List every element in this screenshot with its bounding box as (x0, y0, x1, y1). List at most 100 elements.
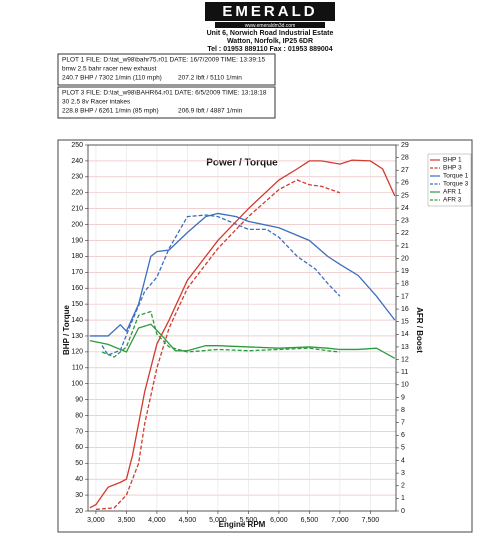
plot-file: PLOT 3 FILE: D:\tat_w98\BAHR64.r01 DATE:… (62, 90, 267, 97)
y2-tick-label: 11 (401, 369, 408, 376)
legend-box (427, 153, 472, 207)
y2-tick-label: 10 (401, 382, 409, 389)
address: Unit 6, Norwich Road Industrial Estate (207, 30, 334, 37)
plot-torque: 206.9 lbft / 4887 1/min (178, 108, 243, 115)
y-tick-label: 60 (75, 444, 83, 451)
logo-box (205, 2, 335, 21)
y2-tick-label: 4 (401, 457, 405, 464)
y2-tick-label: 21 (401, 243, 409, 250)
y-tick-label: 150 (71, 301, 83, 308)
plot-box (57, 53, 276, 86)
y2-tick-label: 13 (401, 344, 409, 351)
y-tick-label: 190 (71, 237, 83, 244)
y2-tick-label: 12 (401, 356, 409, 363)
plot-box (57, 86, 276, 119)
y-tick-label: 210 (71, 205, 83, 212)
y-tick-label: 230 (71, 174, 83, 181)
plot-file: PLOT 1 FILE: D:\tat_w98\bahr75.r01 DATE:… (62, 57, 265, 64)
y2-tick-label: 1 (401, 495, 405, 502)
y2-tick-label: 24 (401, 205, 409, 212)
x-tick-label: 5,000 (209, 517, 227, 524)
series-line (101, 310, 340, 358)
y2-tick-label: 6 (401, 432, 405, 439)
y-tick-label: 80 (75, 412, 83, 419)
x-tick-label: 4,000 (148, 517, 166, 524)
legend-label: AFR 3 (443, 197, 462, 204)
y2-tick-label: 17 (401, 293, 409, 300)
y-axis-label: BHP / Torque (62, 304, 71, 354)
series-line (89, 159, 396, 509)
address: Watton, Norfolk, IP25 6DR (227, 38, 313, 45)
y2-tick-label: 0 (401, 508, 405, 515)
y-tick-label: 180 (71, 253, 83, 260)
y-tick-label: 50 (75, 460, 83, 467)
y2-tick-label: 23 (401, 218, 409, 225)
y2-tick-label: 29 (401, 142, 409, 149)
y2-axis-label: AFR / Boost (415, 307, 424, 353)
x-tick-label: 4,500 (179, 517, 197, 524)
y2-tick-label: 20 (401, 255, 409, 262)
y-tick-label: 90 (75, 396, 83, 403)
y-tick-label: 170 (71, 269, 83, 276)
x-tick-label: 7,000 (331, 517, 349, 524)
y2-tick-label: 3 (401, 470, 405, 477)
y-tick-label: 250 (71, 142, 83, 149)
y2-tick-label: 16 (401, 306, 409, 313)
x-tick-label: 7,500 (362, 517, 380, 524)
y2-tick-label: 15 (401, 319, 409, 326)
y2-tick-label: 8 (401, 407, 405, 414)
plot-description: bmw 2.5 bahr racer new exhaust (62, 66, 156, 73)
y2-tick-label: 27 (401, 167, 409, 174)
series-line (89, 323, 396, 359)
legend-label: Torque 3 (443, 181, 469, 188)
y2-tick-label: 18 (401, 281, 409, 288)
y-tick-label: 20 (75, 508, 83, 515)
y-tick-label: 200 (71, 221, 83, 228)
y-tick-label: 110 (72, 365, 83, 372)
y-tick-label: 30 (75, 492, 83, 499)
legend-label: BHP 3 (443, 165, 462, 172)
x-tick-label: 5,500 (240, 517, 258, 524)
y-tick-label: 240 (71, 158, 83, 165)
series-line (101, 214, 341, 356)
y2-tick-label: 2 (401, 483, 405, 490)
series-line (95, 179, 341, 511)
chart-frame (57, 139, 473, 533)
y-tick-label: 120 (71, 349, 83, 356)
plot-power: 228.8 BHP / 6261 1/min (85 mph) (62, 108, 159, 115)
y-tick-label: 220 (71, 190, 83, 197)
y-tick-label: 130 (71, 333, 83, 340)
plot-torque: 207.2 lbft / 5110 1/min (178, 75, 242, 82)
y2-tick-label: 28 (401, 154, 409, 161)
plot-area (87, 144, 397, 512)
website: www.emeraldm3d.com (245, 23, 296, 29)
plot-power: 240.7 BHP / 7302 1/min (110 mph) (62, 75, 162, 82)
phone: Tel : 01953 889110 Fax : 01953 889004 (207, 46, 332, 53)
legend-label: BHP 1 (443, 157, 462, 164)
y2-tick-label: 26 (401, 180, 409, 187)
x-tick-label: 3,000 (87, 517, 105, 524)
y2-tick-label: 7 (401, 419, 405, 426)
y-tick-label: 140 (71, 317, 83, 324)
y2-tick-label: 5 (401, 445, 405, 452)
plot-description: 30 2.5 8v Racer intakes (62, 99, 131, 106)
chart-title: Power / Torque (206, 158, 278, 169)
y-tick-label: 160 (71, 285, 83, 292)
x-tick-label: 6,000 (270, 517, 288, 524)
y2-tick-label: 14 (401, 331, 409, 338)
x-tick-label: 3,500 (118, 517, 136, 524)
x-tick-label: 6,500 (301, 517, 319, 524)
y-tick-label: 100 (71, 381, 83, 388)
legend-label: Torque 1 (443, 173, 469, 180)
y2-tick-label: 25 (401, 192, 409, 199)
logo: EMERALD (222, 3, 317, 20)
y2-tick-label: 19 (401, 268, 409, 275)
x-axis-label: Engine RPM (219, 520, 266, 529)
y2-tick-label: 9 (401, 394, 405, 401)
series-line (89, 212, 396, 337)
y-tick-label: 40 (75, 476, 83, 483)
legend-label: AFR 1 (443, 189, 462, 196)
y2-tick-label: 22 (401, 230, 409, 237)
